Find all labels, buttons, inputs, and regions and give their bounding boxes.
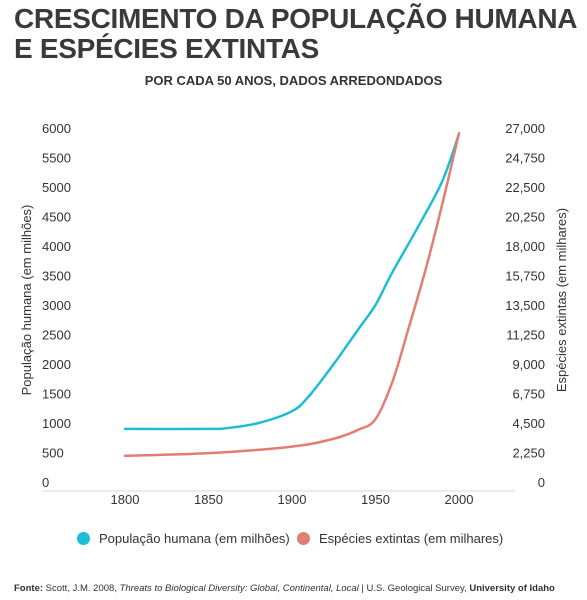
- left-axis-label: População humana (em milhões): [19, 205, 34, 396]
- left-tick-label-3: 1500: [42, 387, 71, 402]
- chart-title-line-1: CRESCIMENTO DA POPULAÇÃO HUMANA: [14, 3, 578, 34]
- source-italic-title: Threats to Biological Diversity: Global,…: [119, 583, 359, 594]
- left-tick-label-8: 4000: [42, 239, 71, 254]
- right-tick-label-0: 0: [538, 475, 545, 490]
- left-tick-label-5: 2500: [42, 328, 71, 343]
- right-tick-label-12: 27,000: [505, 121, 545, 136]
- left-tick-label-7: 3500: [42, 269, 71, 284]
- legend-swatch-population: [77, 532, 90, 545]
- x-tick-label-3: 1950: [361, 492, 390, 507]
- right-tick-label-8: 18,000: [505, 239, 545, 254]
- x-tick-label-4: 2000: [445, 492, 474, 507]
- right-tick-label-3: 6,750: [512, 387, 545, 402]
- left-tick-label-10: 5000: [42, 180, 71, 195]
- source-university: University of Idaho: [469, 583, 555, 594]
- source-text-2: | U.S. Geological Survey,: [358, 583, 470, 594]
- legend-item-population: População humana (em milhões): [77, 531, 290, 546]
- legend-swatch-extinct: [297, 532, 310, 545]
- left-tick-label-1: 500: [42, 446, 64, 461]
- series-line-extinct-species: [123, 131, 461, 458]
- right-tick-label-5: 11,250: [506, 328, 545, 343]
- legend-item-extinct: Espécies extintas (em milhares): [297, 531, 503, 546]
- x-tick-label-1: 1850: [194, 492, 223, 507]
- source-text-1: Scott, J.M. 2008,: [43, 583, 120, 594]
- left-axis-ticks: 0 500 1000 1500 2000 2500 3000 3500 4000 4500 5000…: [42, 121, 71, 490]
- right-tick-label-7: 15,750: [505, 269, 545, 284]
- chart-title-line-2: E ESPÉCIES EXTINTAS: [14, 33, 319, 64]
- chart-title: CRESCIMENTO DA POPULAÇÃO HUMANA E ESPÉCI…: [14, 4, 580, 64]
- right-tick-label-4: 9,000: [512, 357, 545, 372]
- left-tick-label-4: 2000: [42, 357, 71, 372]
- x-tick-label-0: 1800: [111, 492, 140, 507]
- left-tick-label-9: 4500: [42, 210, 71, 225]
- series-lines: [123, 131, 461, 458]
- x-axis-ticks: 1800 1850 1900 1950 2000: [111, 492, 474, 507]
- right-tick-label-6: 13,500: [505, 298, 545, 313]
- right-tick-label-10: 22,500: [505, 180, 545, 195]
- left-tick-label-6: 3000: [42, 298, 71, 313]
- left-tick-label-11: 5500: [42, 151, 71, 166]
- right-axis-label: Espécies extintas (em milhares): [554, 208, 569, 392]
- legend-label-extinct: Espécies extintas (em milhares): [319, 531, 504, 546]
- right-tick-label-11: 24,750: [505, 151, 545, 166]
- source-prefix: Fonte:: [14, 583, 44, 594]
- right-tick-label-2: 4,500: [512, 416, 545, 431]
- series-line-population: [123, 132, 461, 431]
- x-tick-label-2: 1900: [278, 492, 307, 507]
- chart-subtitle: POR CADA 50 ANOS, DADOS ARREDONDADOS: [144, 73, 443, 88]
- legend-label-population: População humana (em milhões): [99, 531, 290, 546]
- left-tick-label-12: 6000: [42, 121, 71, 136]
- source-note: Fonte: Scott, J.M. 2008, Threats to Biol…: [14, 583, 555, 594]
- right-tick-label-9: 20,250: [505, 210, 545, 225]
- right-axis-ticks: 0 2,250 4,500 6,750 9,000 11,250 13,500 15,750 1…: [505, 121, 545, 490]
- left-tick-label-0: 0: [42, 475, 49, 490]
- right-tick-label-1: 2,250: [512, 446, 545, 461]
- left-tick-label-2: 1000: [42, 416, 71, 431]
